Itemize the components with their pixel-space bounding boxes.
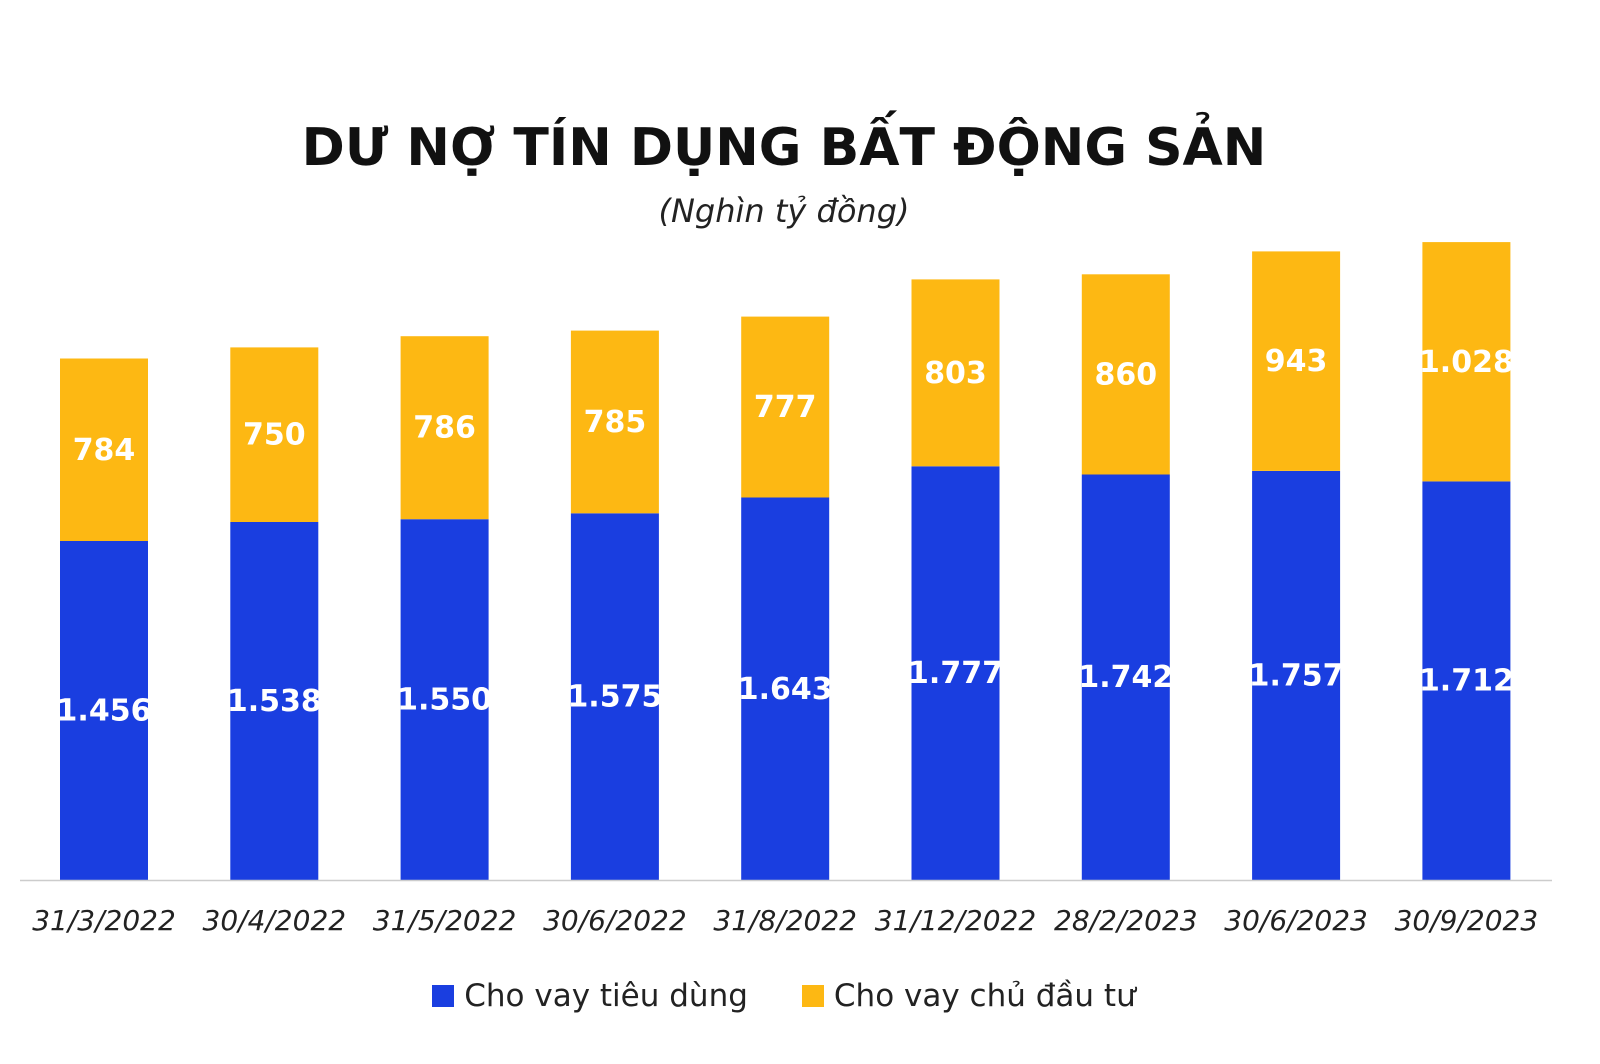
x-tick-label-1: 31/3/2022 [32, 904, 176, 937]
legend-label-consumer: Cho vay tiêu dùng [464, 978, 748, 1014]
data-label-consumer-8: 1.757 [1249, 659, 1344, 694]
bar-developer-7 [1081, 274, 1170, 475]
data-label-consumer-9: 1.712 [1419, 664, 1514, 699]
bar-developer-8 [1252, 251, 1341, 471]
bar-developer-4 [570, 330, 659, 514]
x-tick-label-7: 28/2/2023 [1054, 904, 1198, 937]
bar-developer-1 [60, 358, 148, 541]
bar-developer-3 [400, 336, 489, 520]
data-label-consumer-6: 1.777 [908, 656, 1003, 691]
data-label-consumer-3: 1.550 [397, 683, 492, 718]
legend-label-developer: Cho vay chủ đầu tư [833, 978, 1136, 1014]
data-label-consumer-5: 1.643 [738, 672, 833, 707]
legend-swatch-consumer [432, 985, 455, 1007]
data-label-developer-3: 786 [413, 411, 476, 446]
x-tick-label-3: 31/5/2022 [373, 904, 517, 937]
bar-developer-6 [911, 279, 1000, 467]
bar-consumer-8 [1252, 471, 1341, 880]
x-tick-label-5: 31/8/2022 [713, 904, 857, 937]
data-label-developer-4: 785 [584, 405, 647, 440]
bar-consumer-6 [911, 466, 1000, 880]
x-tick-label-6: 31/12/2022 [875, 904, 1036, 937]
legend-item-consumer: Cho vay tiêu dùng [432, 978, 748, 1014]
x-tick-label-2: 30/4/2022 [203, 904, 347, 937]
bar-consumer-9 [1422, 481, 1511, 880]
data-label-developer-2: 750 [243, 418, 306, 453]
bar-developer-5 [741, 316, 830, 498]
bar-developer-9 [1422, 242, 1511, 482]
bar-consumer-3 [400, 519, 489, 880]
data-label-consumer-7: 1.742 [1078, 660, 1173, 695]
x-tick-label-8: 30/6/2023 [1224, 904, 1368, 937]
chart-title: DƯ NỢ TÍN DỤNG BẤT ĐỘNG SẢN [301, 118, 1267, 178]
data-label-developer-6: 803 [924, 356, 987, 391]
x-tick-label-9: 30/9/2023 [1395, 904, 1539, 937]
bar-consumer-7 [1081, 474, 1170, 880]
data-label-consumer-1: 1.456 [57, 694, 152, 729]
bar-consumer-1 [60, 541, 148, 880]
bar-consumer-4 [570, 513, 659, 880]
legend-item-developer: Cho vay chủ đầu tư [801, 978, 1136, 1014]
data-label-consumer-4: 1.575 [567, 680, 662, 715]
data-label-consumer-2: 1.538 [227, 684, 322, 719]
bar-consumer-5 [741, 497, 830, 880]
data-label-developer-9: 1.028 [1419, 345, 1514, 380]
data-label-developer-5: 777 [754, 390, 817, 425]
legend-swatch-developer [801, 985, 824, 1007]
data-label-developer-7: 860 [1094, 357, 1157, 392]
bar-consumer-2 [230, 522, 319, 880]
x-tick-label-4: 30/6/2022 [543, 904, 687, 937]
chart-legend: Cho vay tiêu dùng Cho vay chủ đầu tư [0, 978, 1568, 1014]
data-label-developer-8: 943 [1265, 344, 1328, 379]
chart-subtitle: (Nghìn tỷ đồng) [658, 192, 910, 230]
bar-developer-2 [230, 347, 319, 522]
data-label-developer-1: 784 [73, 433, 136, 468]
